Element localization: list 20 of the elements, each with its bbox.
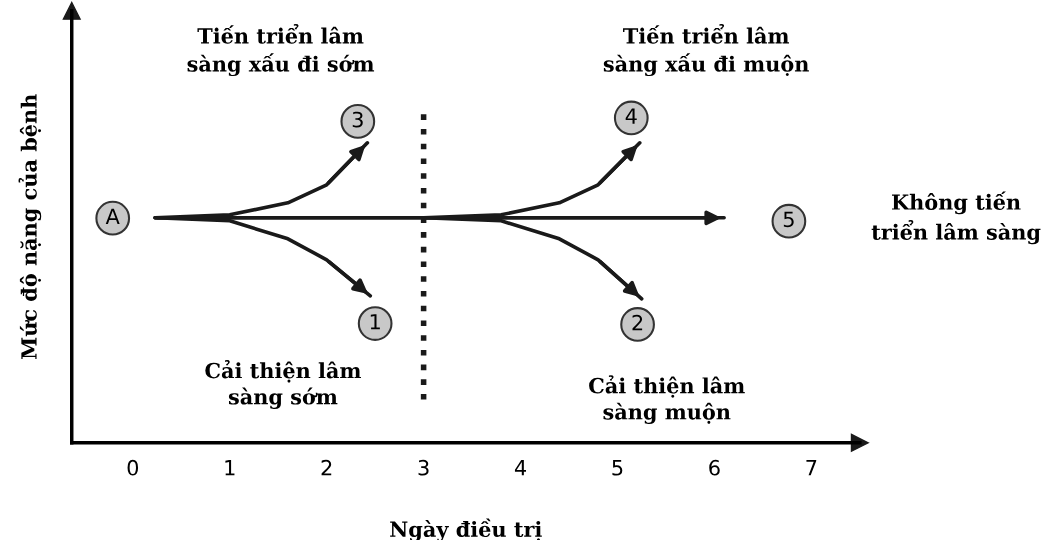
text: 4 (625, 108, 637, 124)
x-tick-label: 0 (127, 459, 139, 476)
x-tick-label: 4 (514, 460, 527, 476)
annotation: 1 (370, 314, 380, 330)
text: Không tiến triển lâm sàng (871, 191, 1041, 245)
annotation: 2 (632, 314, 643, 331)
x-tick-label: 6 (709, 459, 720, 476)
annotation: Cải thiện lâm sàng muộn (589, 375, 745, 424)
annotation: Cải thiện lâm sàng sớm (205, 360, 361, 409)
x-tick-label: 2 (321, 459, 332, 476)
annotation: A (105, 208, 120, 224)
text: 3 (352, 111, 363, 128)
x-tick-label: 7 (806, 460, 817, 476)
text: Tiến triển lâm sàng xấu đi muộn (603, 23, 809, 77)
y-axis-title: Mức độ nặng của bệnh (18, 94, 42, 360)
x-tick-label: 5 (612, 460, 623, 476)
text: Tiến triển lâm sàng xấu đi sớm (187, 23, 375, 77)
x-tick-label: 3 (418, 459, 429, 476)
annotation: 5 (783, 211, 794, 228)
x-tick-label: 1 (225, 460, 235, 476)
